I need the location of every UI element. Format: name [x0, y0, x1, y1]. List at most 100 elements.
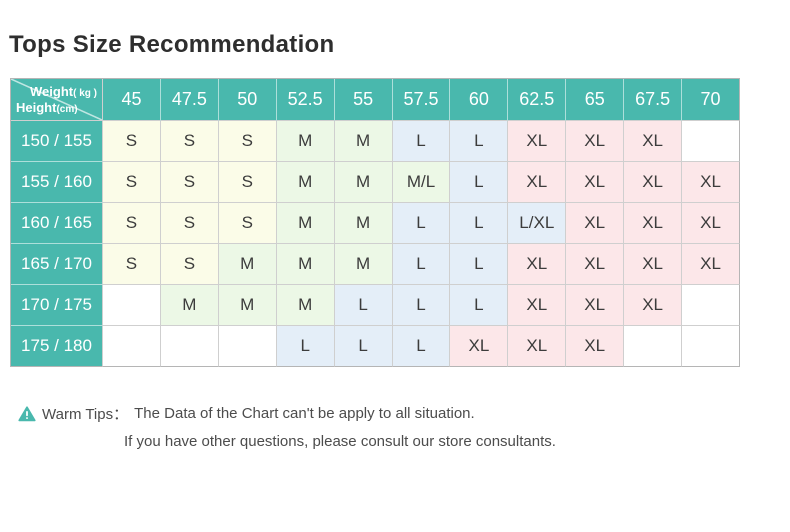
size-cell: L — [392, 285, 451, 326]
weight-header-cell: 65 — [566, 79, 625, 121]
size-cell: S — [218, 203, 277, 244]
size-cell: M — [160, 285, 219, 326]
weight-header-cell: 57.5 — [392, 79, 451, 121]
warning-triangle-icon — [18, 405, 36, 421]
size-cell: XL — [682, 203, 740, 244]
warm-tips-line2: If you have other questions, please cons… — [124, 433, 556, 450]
size-cell: L — [334, 326, 393, 367]
height-header-cell: 170 / 175 — [11, 285, 103, 326]
size-cell: M — [218, 244, 277, 285]
table-row: 170 / 175 M M M L L L XL XL XL — [11, 285, 740, 326]
size-cell: L — [276, 326, 335, 367]
table-row: 150 / 155 S S S M M L L XL XL XL — [11, 121, 740, 162]
weight-header-cell: 62.5 — [508, 79, 567, 121]
height-header-cell: 165 / 170 — [11, 244, 103, 285]
size-cell — [218, 326, 277, 367]
size-cell: L — [450, 244, 509, 285]
weight-header-cell: 55 — [334, 79, 393, 121]
size-cell: M — [334, 162, 393, 203]
height-header-cell: 155 / 160 — [11, 162, 103, 203]
size-cell — [160, 326, 219, 367]
size-cell: L — [450, 121, 509, 162]
size-cell — [682, 326, 740, 367]
size-cell: XL — [566, 285, 625, 326]
warm-tips-text: The Data of the Chart can't be apply to … — [134, 405, 475, 422]
size-cell: XL — [566, 326, 625, 367]
corner-cell: Weight( kg ) Height(cm) — [11, 79, 103, 121]
size-cell: XL — [566, 121, 625, 162]
size-cell: M — [276, 203, 335, 244]
height-header-cell: 175 / 180 — [11, 326, 103, 367]
size-cell: L — [450, 203, 509, 244]
size-cell: XL — [450, 326, 509, 367]
size-cell: XL — [566, 162, 625, 203]
size-recommendation-table: Weight( kg ) Height(cm) 45 47.5 50 52.5 55 57… — [10, 78, 740, 367]
size-cell: L — [392, 121, 451, 162]
size-cell: L — [392, 326, 451, 367]
size-cell: XL — [508, 326, 567, 367]
weight-header-cell: 67.5 — [624, 79, 683, 121]
size-cell: M — [276, 121, 335, 162]
table-row: 165 / 170 S S M M M L L XL XL XL XL — [11, 244, 740, 285]
size-cell: XL — [566, 244, 625, 285]
size-cell: S — [160, 162, 219, 203]
size-cell: S — [103, 162, 161, 203]
size-cell: XL — [624, 162, 683, 203]
size-cell: L/XL — [508, 203, 567, 244]
size-cell: M — [276, 244, 335, 285]
table-row: 175 / 180 L L L XL XL XL — [11, 326, 740, 367]
size-cell: XL — [624, 244, 683, 285]
weight-header-cell: 47.5 — [160, 79, 219, 121]
size-cell: S — [218, 121, 277, 162]
size-cell: M/L — [392, 162, 451, 203]
size-cell: M — [218, 285, 277, 326]
size-cell: XL — [508, 121, 567, 162]
size-cell — [103, 285, 161, 326]
size-cell — [682, 121, 740, 162]
size-cell: L — [392, 244, 451, 285]
size-cell: XL — [508, 162, 567, 203]
weight-header-cell: 45 — [103, 79, 161, 121]
weight-header-cell: 50 — [218, 79, 277, 121]
weight-header-cell: 70 — [682, 79, 740, 121]
diagonal-divider — [11, 79, 102, 120]
height-header-cell: 160 / 165 — [11, 203, 103, 244]
size-cell: S — [103, 121, 161, 162]
size-cell: XL — [624, 285, 683, 326]
size-cell: S — [160, 244, 219, 285]
size-cell: S — [160, 203, 219, 244]
table-row: 155 / 160 S S S M M M/L L XL XL XL XL — [11, 162, 740, 203]
size-cell — [682, 285, 740, 326]
size-cell: XL — [682, 162, 740, 203]
height-header-cell: 150 / 155 — [11, 121, 103, 162]
size-cell: M — [334, 203, 393, 244]
size-cell: M — [334, 244, 393, 285]
weight-header-cell: 60 — [450, 79, 509, 121]
size-cell: L — [334, 285, 393, 326]
size-cell — [103, 326, 161, 367]
size-cell: XL — [624, 121, 683, 162]
weight-axis-label: Weight( kg ) — [30, 84, 97, 99]
size-cell: S — [103, 203, 161, 244]
warm-tips: Warm Tips： The Data of the Chart can't b… — [18, 403, 556, 450]
size-cell: XL — [508, 244, 567, 285]
size-cell: XL — [566, 203, 625, 244]
size-cell: S — [218, 162, 277, 203]
size-cell: XL — [508, 285, 567, 326]
warm-tips-label: Warm Tips： — [42, 406, 129, 423]
height-axis-label: Height(cm) — [16, 100, 78, 115]
header-row: Weight( kg ) Height(cm) 45 47.5 50 52.5 55 57… — [11, 79, 740, 121]
size-cell: XL — [624, 203, 683, 244]
size-cell: XL — [682, 244, 740, 285]
warm-tips-line1: Warm Tips： The Data of the Chart can't b… — [18, 403, 556, 424]
size-cell: L — [450, 285, 509, 326]
page-title: Tops Size Recommendation — [9, 31, 335, 58]
size-cell: L — [392, 203, 451, 244]
size-cell: M — [276, 285, 335, 326]
size-cell: M — [334, 121, 393, 162]
table-row: 160 / 165 S S S M M L L L/XL XL XL XL — [11, 203, 740, 244]
size-cell — [624, 326, 683, 367]
size-cell: L — [450, 162, 509, 203]
weight-header-cell: 52.5 — [276, 79, 335, 121]
